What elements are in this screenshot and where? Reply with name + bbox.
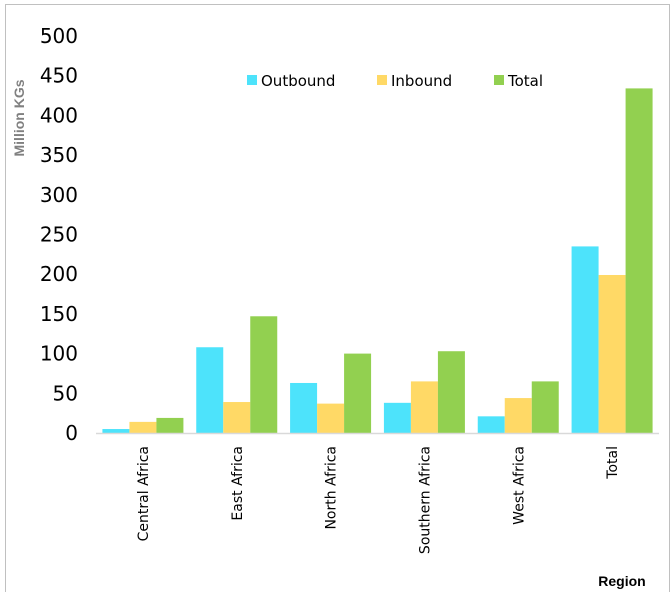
bar-outbound-southern-africa [383,402,411,433]
bar-total-north-africa [344,353,372,433]
y-axis-ticks: 0 50 100 150 200 250 300 350 400 450 500 [40,24,78,445]
legend-label: Total [507,72,543,90]
bars [102,88,653,434]
y-tick-label: 150 [40,302,78,326]
chart-frame [5,4,670,592]
category-labels: Central Africa East Africa North Africa Sou… [136,446,621,554]
bar-total-southern-africa [437,351,465,433]
legend-swatch [247,75,257,85]
legend-label: Inbound [391,72,452,90]
category-label: Southern Africa [417,446,433,554]
bar-total-central-africa [156,417,184,433]
legend-swatch [377,75,387,85]
y-tick-label: 300 [40,183,78,207]
legend-swatch [494,75,504,85]
category-label: Total [605,446,621,480]
bar-inbound-east-africa [223,402,251,433]
bar-inbound-central-africa [129,421,157,433]
legend-item-outbound: Outbound [247,72,335,90]
y-tick-label: 400 [40,103,78,127]
bar-inbound-southern-africa [410,381,438,433]
bar-inbound-west-africa [504,398,532,433]
bar-total-east-africa [250,316,278,433]
y-tick-label: 200 [40,262,78,286]
y-tick-label: 500 [40,24,78,48]
bar-outbound-north-africa [290,382,318,433]
category-label: East Africa [230,446,246,521]
category-label: North Africa [324,446,340,530]
bar-total-west-africa [531,381,559,433]
category-label: West Africa [511,446,527,525]
x-axis-title: Region [598,573,645,589]
y-tick-label: 100 [40,342,78,366]
legend: Outbound Inbound Total [247,72,543,90]
bar-outbound-central-africa [102,429,130,433]
bar-inbound-total [598,274,626,433]
y-tick-label: 0 [65,421,78,445]
bar-inbound-north-africa [317,403,345,433]
legend-label: Outbound [261,72,335,90]
bar-total-total [625,88,653,434]
legend-item-inbound: Inbound [377,72,452,90]
y-tick-label: 450 [40,64,78,88]
y-tick-label: 350 [40,143,78,167]
category-label: Central Africa [136,446,152,541]
y-tick-label: 250 [40,223,78,247]
legend-item-total: Total [494,72,543,90]
bar-outbound-west-africa [477,416,505,433]
bar-outbound-total [571,246,599,433]
bar-outbound-east-africa [196,347,224,433]
y-axis-title: Million KGs [11,79,27,156]
y-tick-label: 50 [53,381,78,405]
